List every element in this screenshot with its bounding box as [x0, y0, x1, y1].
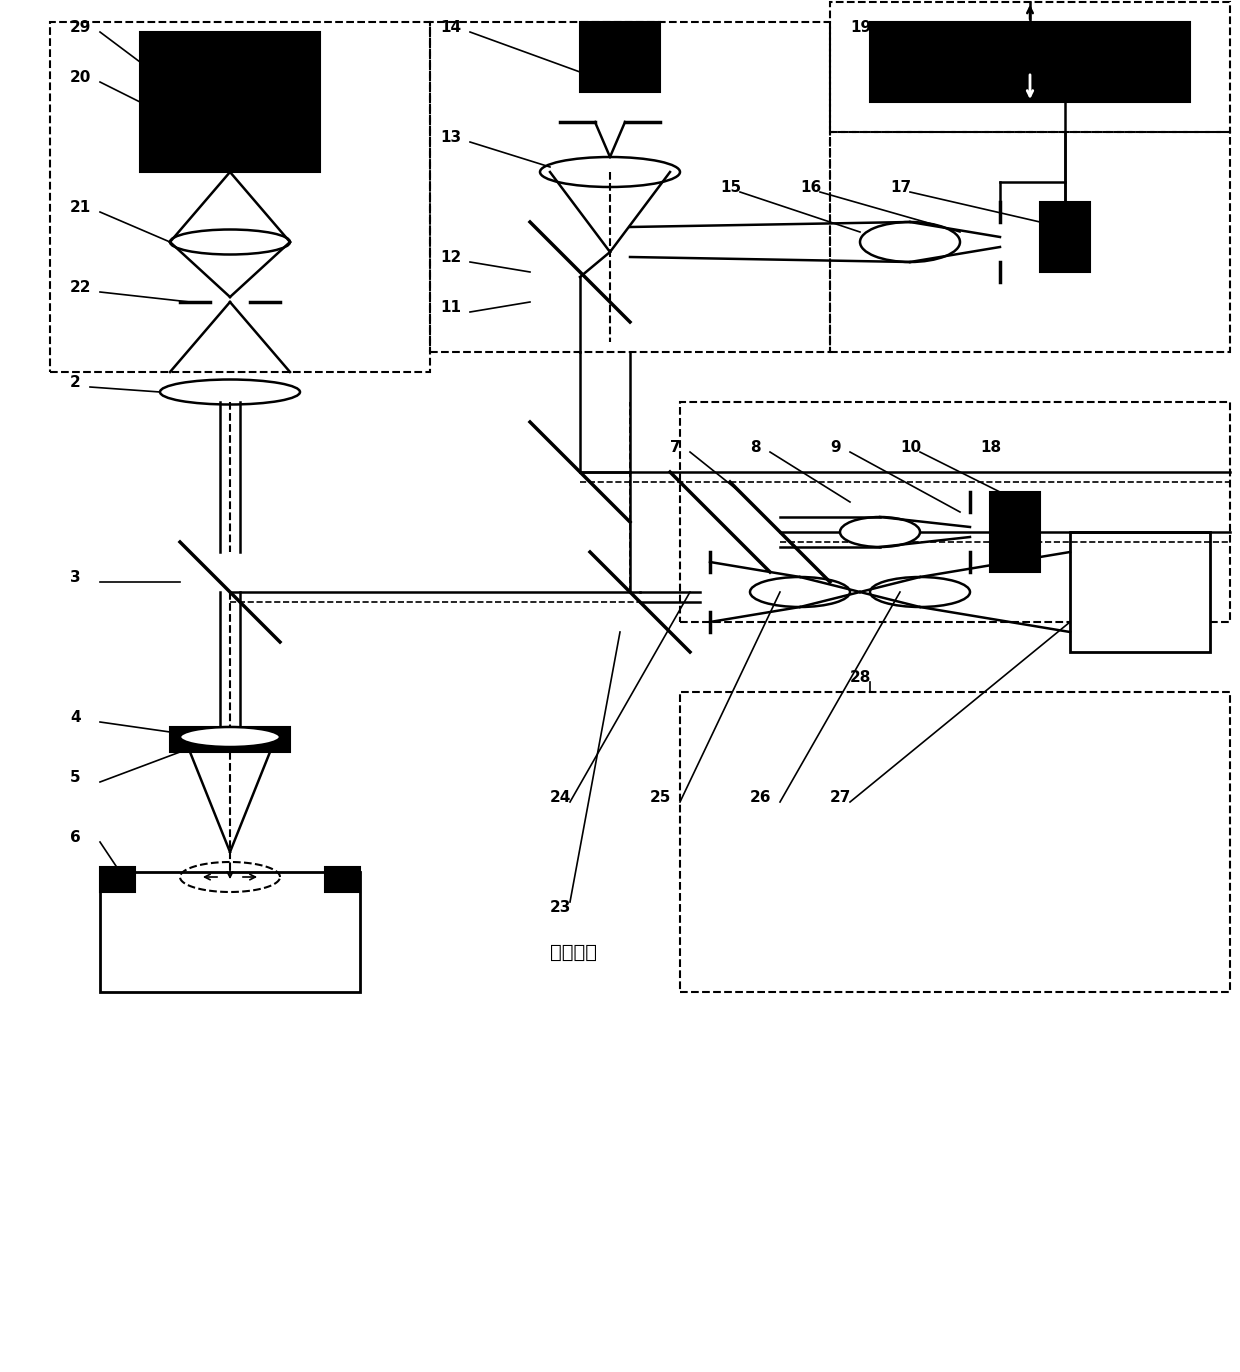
Bar	[680, 402, 1230, 622]
Text: 24: 24	[551, 790, 572, 805]
Text: 9: 9	[830, 440, 841, 456]
Bar	[580, 22, 660, 92]
Text: 17: 17	[890, 180, 911, 195]
Ellipse shape	[750, 578, 849, 606]
Ellipse shape	[180, 727, 280, 746]
Bar	[1070, 532, 1210, 652]
Ellipse shape	[861, 222, 960, 262]
Ellipse shape	[539, 156, 680, 187]
Bar	[100, 873, 360, 992]
Ellipse shape	[839, 517, 920, 547]
Text: 6: 6	[69, 830, 81, 845]
Bar	[680, 691, 1230, 992]
Text: 7: 7	[670, 440, 681, 456]
Text: 2: 2	[69, 375, 81, 390]
Text: 10: 10	[900, 440, 921, 456]
Ellipse shape	[160, 380, 300, 405]
Bar	[140, 32, 320, 172]
Bar	[830, 132, 1230, 353]
Bar	[1040, 202, 1090, 272]
Text: 13: 13	[440, 130, 461, 145]
Text: 15: 15	[720, 180, 742, 195]
Bar	[170, 727, 290, 752]
Bar	[870, 22, 1190, 102]
Text: 11: 11	[440, 300, 461, 316]
Bar	[50, 22, 430, 372]
Bar	[325, 867, 360, 892]
Text: 22: 22	[69, 280, 92, 295]
Text: 14: 14	[440, 21, 461, 36]
Text: 25: 25	[650, 790, 671, 805]
Text: 18: 18	[980, 440, 1001, 456]
Text: 8: 8	[750, 440, 760, 456]
Text: 21: 21	[69, 200, 92, 215]
Ellipse shape	[870, 578, 970, 606]
Text: 12: 12	[440, 250, 461, 265]
Text: 28: 28	[849, 670, 872, 685]
Text: 26: 26	[750, 790, 771, 805]
Text: 27: 27	[830, 790, 852, 805]
Text: 振动样品: 振动样品	[551, 943, 596, 962]
Ellipse shape	[170, 229, 290, 254]
Text: 3: 3	[69, 569, 81, 584]
Bar	[430, 22, 830, 353]
Bar	[100, 867, 135, 892]
Text: 19: 19	[849, 21, 872, 36]
Text: 23: 23	[551, 900, 572, 915]
Text: 4: 4	[69, 709, 81, 724]
Text: 20: 20	[69, 70, 92, 85]
Text: 16: 16	[800, 180, 821, 195]
Bar	[990, 493, 1040, 572]
Text: 5: 5	[69, 770, 81, 785]
Text: 29: 29	[69, 21, 92, 36]
Bar	[830, 1, 1230, 132]
